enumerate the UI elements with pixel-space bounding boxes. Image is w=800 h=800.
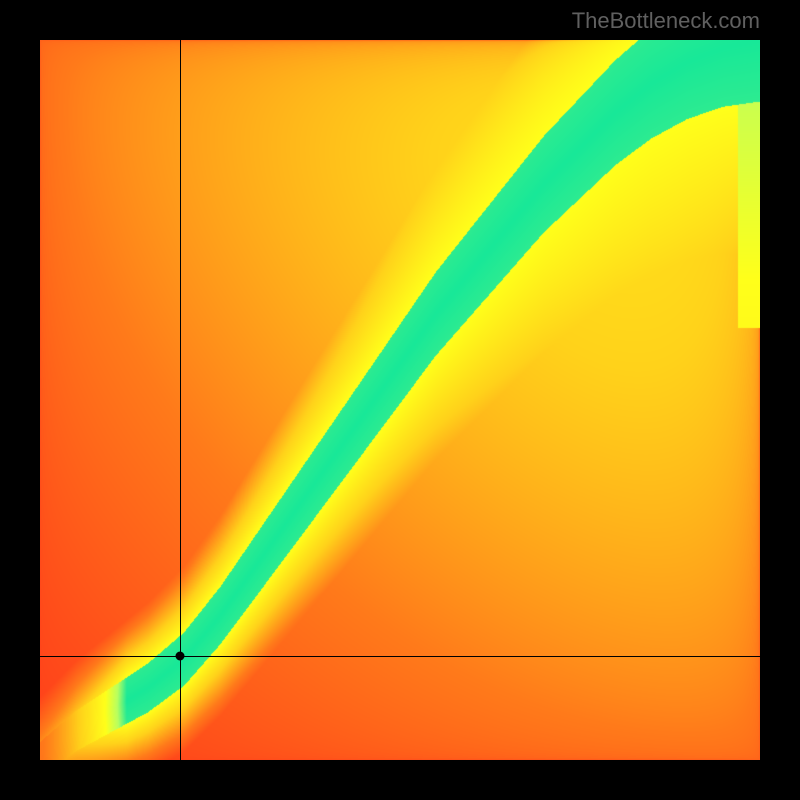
crosshair-dot [176,651,185,660]
heatmap-plot [40,40,760,760]
heatmap-canvas [40,40,760,760]
crosshair-horizontal-line [40,656,760,657]
watermark-text: TheBottleneck.com [572,8,760,34]
